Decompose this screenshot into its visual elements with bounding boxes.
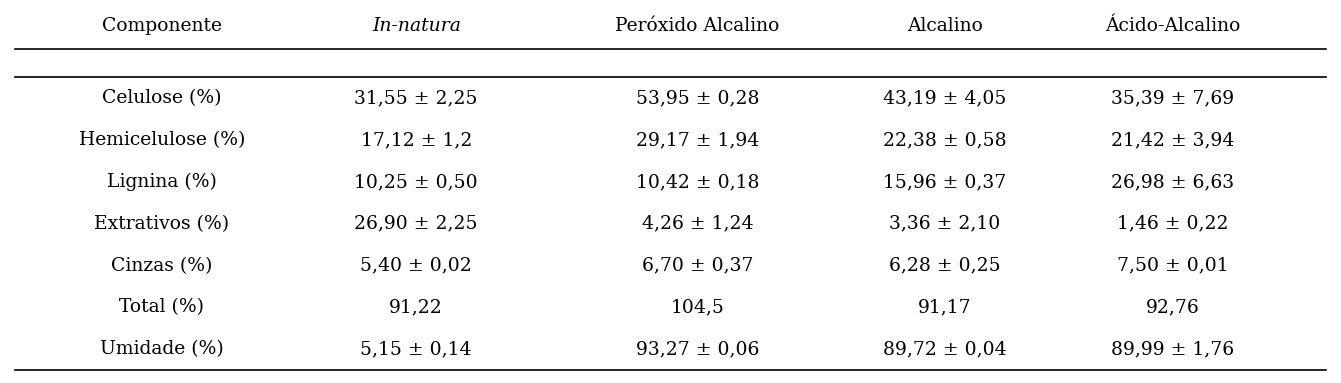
Text: 3,36 ± 2,10: 3,36 ± 2,10 (889, 215, 1000, 233)
Text: 1,46 ± 0,22: 1,46 ± 0,22 (1117, 215, 1228, 233)
Text: 26,90 ± 2,25: 26,90 ± 2,25 (354, 215, 477, 233)
Text: Ácido-Alcalino: Ácido-Alcalino (1105, 17, 1240, 35)
Text: 89,72 ± 0,04: 89,72 ± 0,04 (882, 340, 1007, 358)
Text: 10,25 ± 0,50: 10,25 ± 0,50 (354, 173, 477, 191)
Text: 21,42 ± 3,94: 21,42 ± 3,94 (1110, 131, 1234, 149)
Text: 6,28 ± 0,25: 6,28 ± 0,25 (889, 257, 1000, 275)
Text: Total (%): Total (%) (119, 298, 204, 316)
Text: 93,27 ± 0,06: 93,27 ± 0,06 (636, 340, 759, 358)
Text: 10,42 ± 0,18: 10,42 ± 0,18 (636, 173, 759, 191)
Text: 91,17: 91,17 (919, 298, 972, 316)
Text: Peróxido Alcalino: Peróxido Alcalino (616, 17, 779, 35)
Text: Cinzas (%): Cinzas (%) (111, 257, 213, 275)
Text: 26,98 ± 6,63: 26,98 ± 6,63 (1110, 173, 1234, 191)
Text: 15,96 ± 0,37: 15,96 ± 0,37 (884, 173, 1007, 191)
Text: 5,40 ± 0,02: 5,40 ± 0,02 (361, 257, 472, 275)
Text: In-natura: In-natura (371, 17, 461, 35)
Text: Lignina (%): Lignina (%) (107, 173, 217, 191)
Text: 104,5: 104,5 (670, 298, 724, 316)
Text: 4,26 ± 1,24: 4,26 ± 1,24 (641, 215, 754, 233)
Text: 6,70 ± 0,37: 6,70 ± 0,37 (641, 257, 754, 275)
Text: 17,12 ± 1,2: 17,12 ± 1,2 (361, 131, 472, 149)
Text: Alcalino: Alcalino (907, 17, 983, 35)
Text: 31,55 ± 2,25: 31,55 ± 2,25 (354, 89, 477, 107)
Text: 35,39 ± 7,69: 35,39 ± 7,69 (1110, 89, 1234, 107)
Text: 22,38 ± 0,58: 22,38 ± 0,58 (882, 131, 1007, 149)
Text: Hemicelulose (%): Hemicelulose (%) (79, 131, 245, 149)
Text: Umidade (%): Umidade (%) (101, 340, 224, 358)
Text: 89,99 ± 1,76: 89,99 ± 1,76 (1110, 340, 1234, 358)
Text: 29,17 ± 1,94: 29,17 ± 1,94 (636, 131, 759, 149)
Text: Extrativos (%): Extrativos (%) (94, 215, 229, 233)
Text: 43,19 ± 4,05: 43,19 ± 4,05 (884, 89, 1007, 107)
Text: Celulose (%): Celulose (%) (102, 89, 221, 107)
Text: 7,50 ± 0,01: 7,50 ± 0,01 (1117, 257, 1228, 275)
Text: 91,22: 91,22 (389, 298, 443, 316)
Text: 53,95 ± 0,28: 53,95 ± 0,28 (636, 89, 759, 107)
Text: 5,15 ± 0,14: 5,15 ± 0,14 (361, 340, 472, 358)
Text: 92,76: 92,76 (1145, 298, 1199, 316)
Text: Componente: Componente (102, 17, 223, 35)
